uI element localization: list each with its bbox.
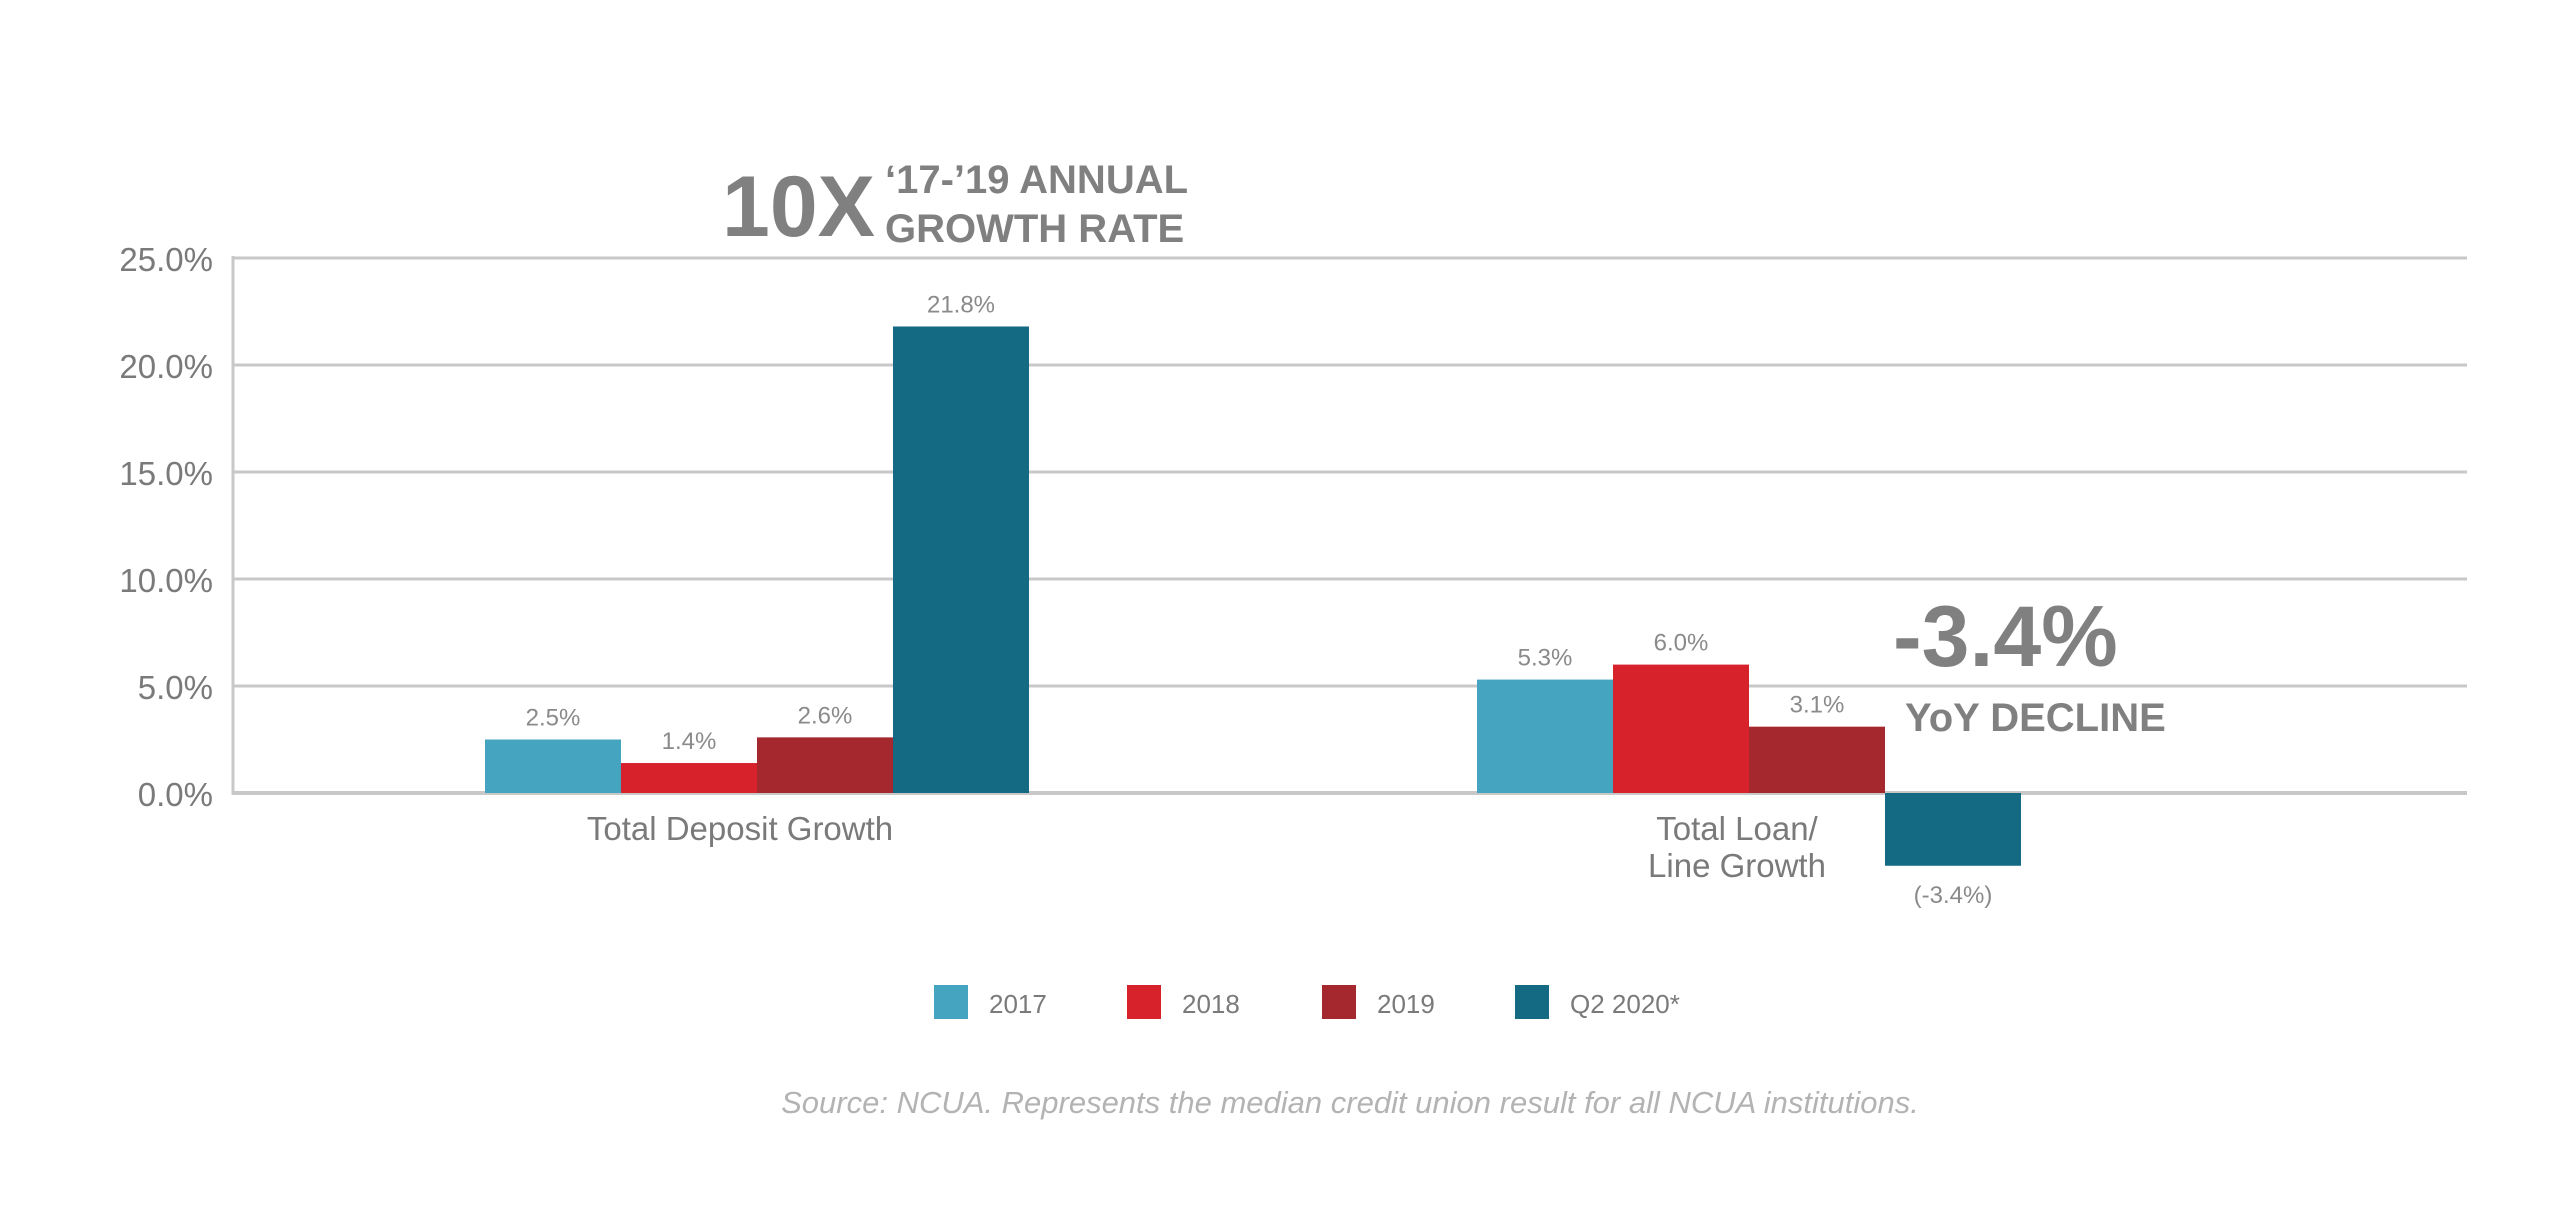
growth-annotation: 10X ‘17-’19 ANNUAL GROWTH RATE <box>722 158 1188 255</box>
data-label: (-3.4%) <box>1914 882 1993 909</box>
data-label: 6.0% <box>1654 630 1709 657</box>
category-label: Total Deposit Growth <box>587 810 893 847</box>
bar-2019 <box>1749 726 1885 793</box>
legend-label: 2019 <box>1377 989 1435 1019</box>
bars <box>485 326 2021 866</box>
bar-q2-2020- <box>1885 793 2021 866</box>
data-label: 2.5% <box>526 705 581 732</box>
growth-annotation-line2: GROWTH RATE <box>885 207 1184 251</box>
data-label: 2.6% <box>798 702 853 729</box>
growth-annotation-line1: ‘17-’19 ANNUAL <box>885 158 1188 202</box>
data-labels: 2.5% 1.4% 2.6% 21.8% 5.3% 6.0% 3.1% (-3.4%) <box>526 291 1993 908</box>
y-tick-label: 0.0% <box>138 776 213 813</box>
legend-item: 2018 <box>1127 985 1240 1019</box>
y-tick-label: 5.0% <box>138 669 213 706</box>
legend: 2017 2018 2019 Q2 2020* <box>934 985 1680 1019</box>
legend-label: 2017 <box>989 989 1047 1019</box>
legend-item: 2019 <box>1322 985 1435 1019</box>
decline-annotation-line1: YoY DECLINE <box>1905 696 2166 740</box>
bar-q2-2020- <box>893 326 1029 793</box>
decline-annotation: -3.4% YoY DECLINE <box>1893 589 2166 740</box>
data-label: 5.3% <box>1518 645 1573 672</box>
legend-swatch <box>1515 985 1549 1019</box>
bar-2018 <box>1613 664 1749 793</box>
decline-annotation-big: -3.4% <box>1893 589 2118 685</box>
data-label: 1.4% <box>662 728 717 755</box>
bar-2017 <box>485 739 621 793</box>
bar-2017 <box>1477 679 1613 793</box>
legend-item: Q2 2020* <box>1515 985 1680 1019</box>
category-label: Total Loan/Line Growth <box>1648 810 1826 884</box>
y-tick-label: 10.0% <box>119 562 213 599</box>
data-label: 21.8% <box>927 291 995 318</box>
y-tick-label: 20.0% <box>119 348 213 385</box>
source-note: Source: NCUA. Represents the median cred… <box>781 1085 1919 1120</box>
data-label: 3.1% <box>1790 692 1845 719</box>
legend-swatch <box>1322 985 1356 1019</box>
y-tick-label: 15.0% <box>119 455 213 492</box>
legend-swatch <box>1127 985 1161 1019</box>
y-tick-label: 25.0% <box>119 241 213 278</box>
y-axis-ticks: 25.0% 20.0% 15.0% 10.0% 5.0% 0.0% <box>119 241 213 813</box>
bar-2019 <box>757 737 893 793</box>
legend-swatch <box>934 985 968 1019</box>
bar-2018 <box>621 763 757 793</box>
legend-label: 2018 <box>1182 989 1240 1019</box>
legend-item: 2017 <box>934 985 1047 1019</box>
x-axis-categories: Total Deposit Growth Total Loan/Line Grow… <box>587 810 1826 884</box>
growth-annotation-big: 10X <box>722 159 875 255</box>
legend-label: Q2 2020* <box>1570 989 1680 1019</box>
